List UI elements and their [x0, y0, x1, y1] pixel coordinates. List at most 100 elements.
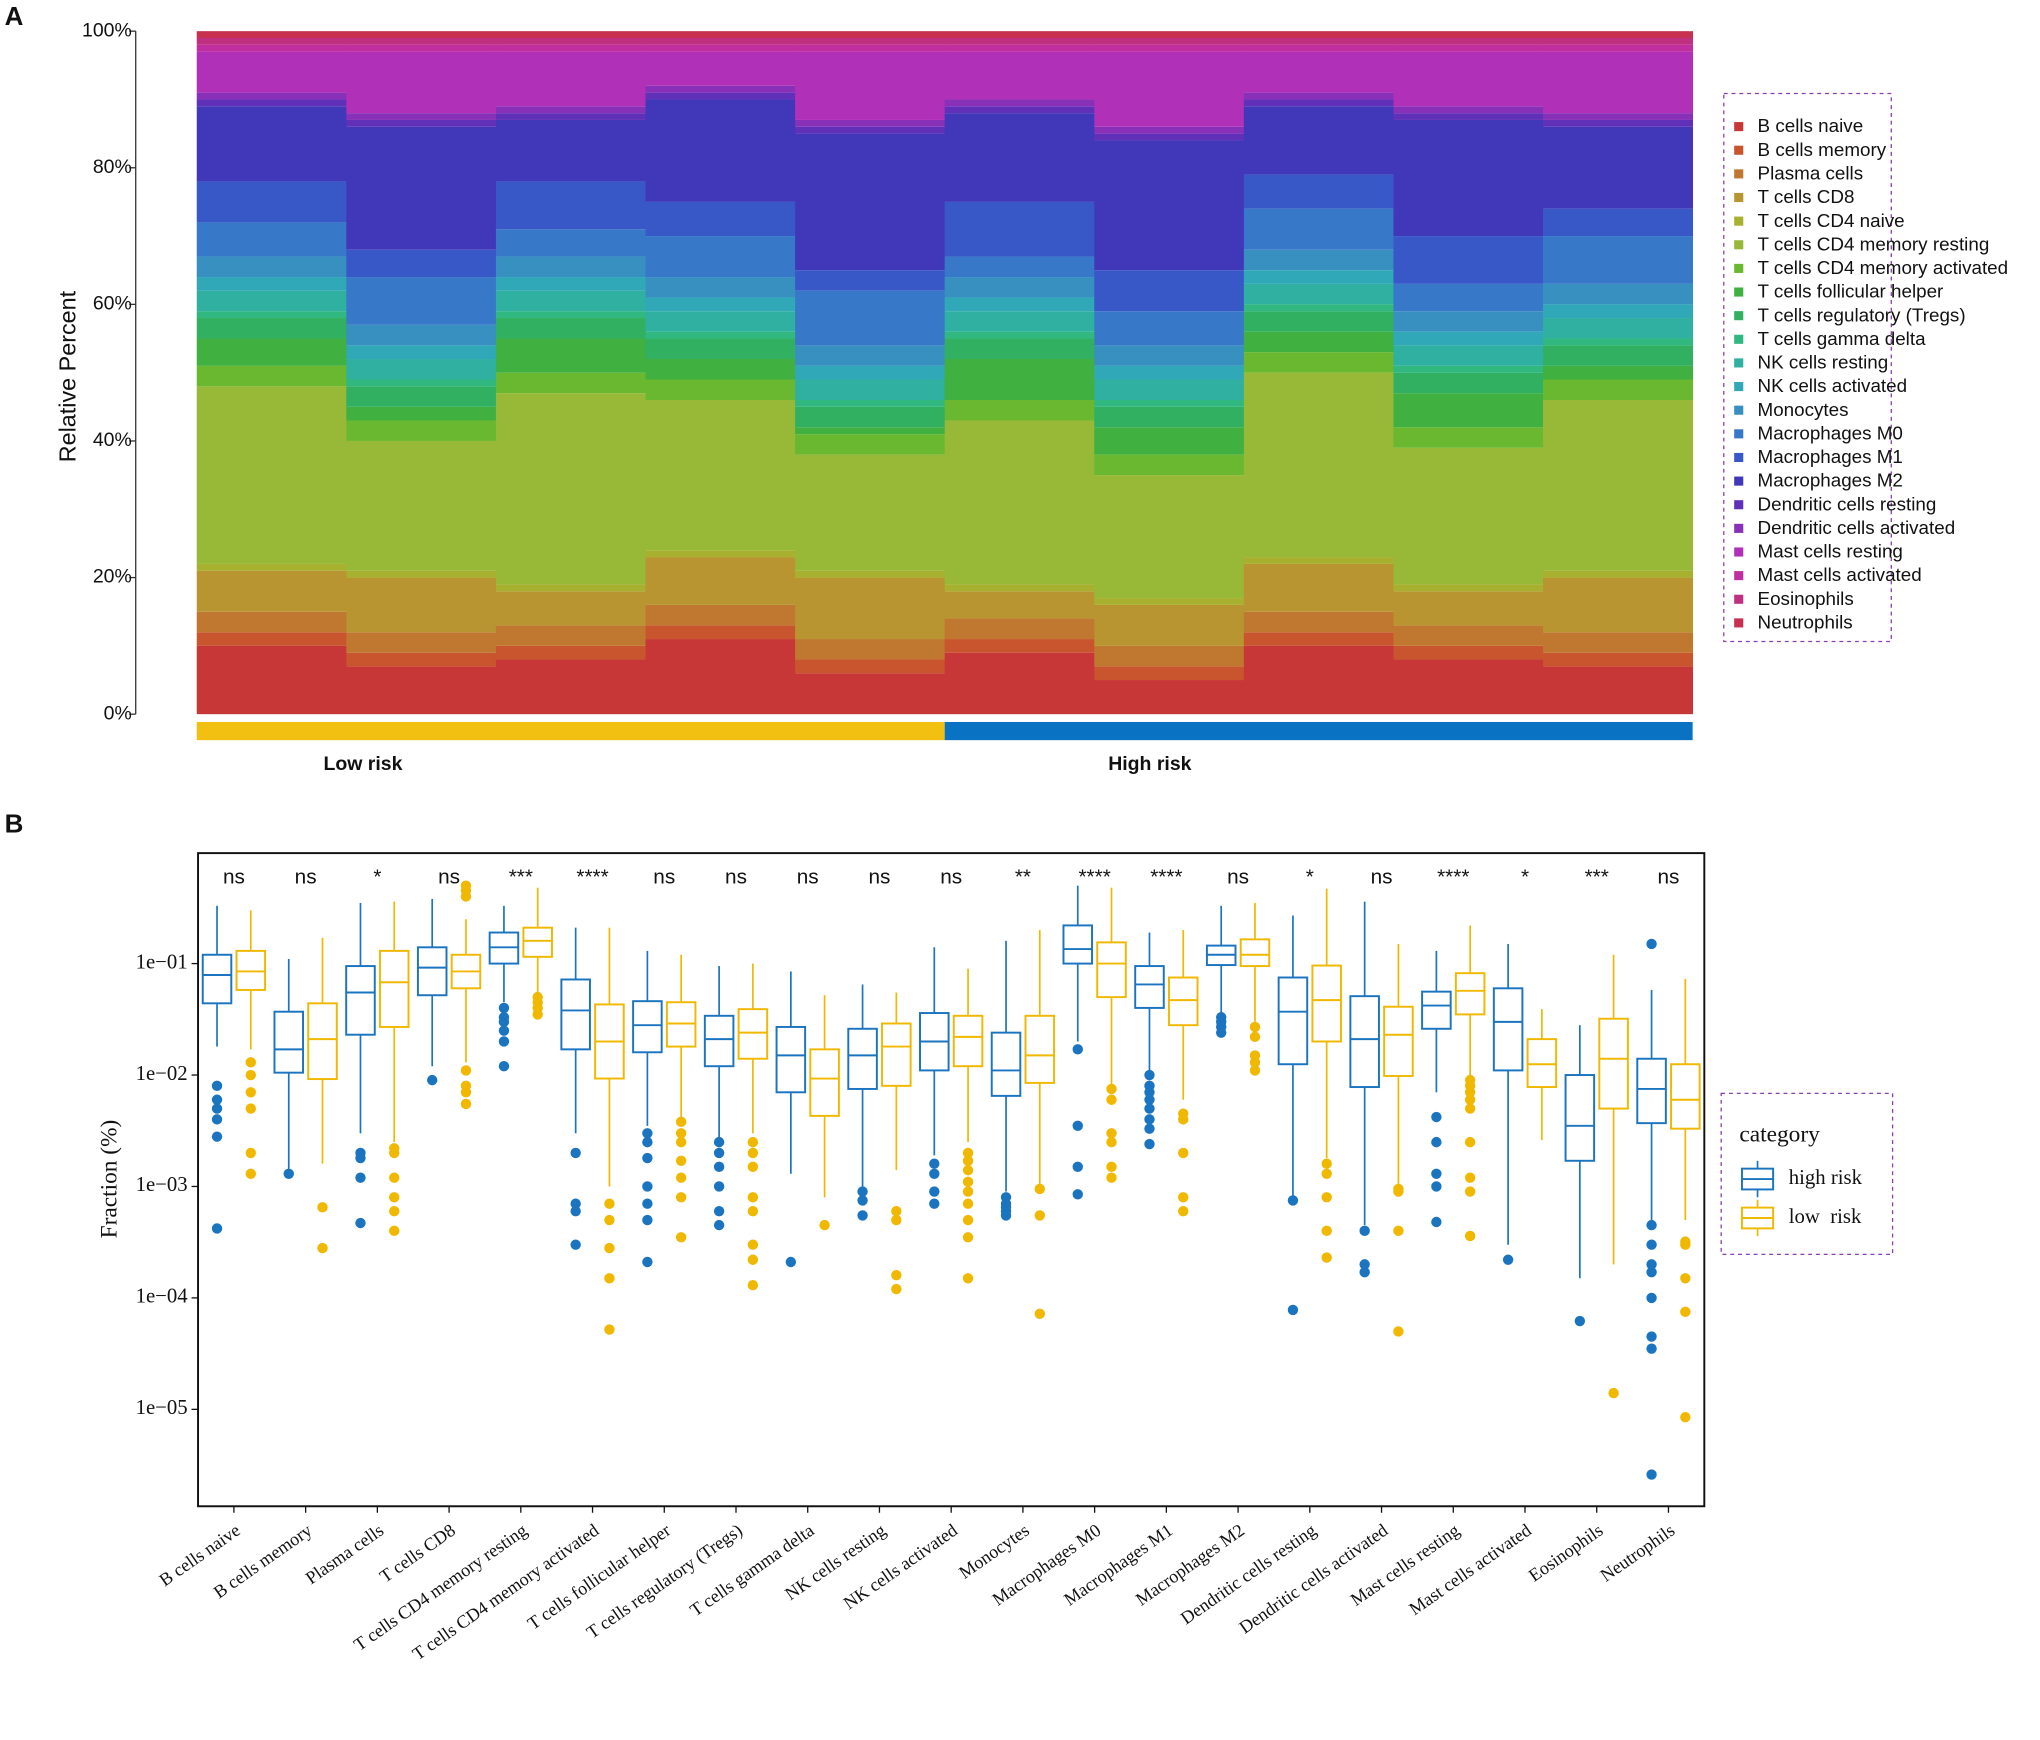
- outlier: [1072, 1189, 1083, 1200]
- bar-segment: [346, 386, 497, 407]
- x-tick-label: Neutrophils: [1597, 1520, 1679, 1586]
- legend-swatch: [1734, 405, 1744, 415]
- outlier: [1646, 1259, 1657, 1270]
- bar-segment: [1094, 454, 1245, 476]
- outlier: [1431, 1216, 1442, 1228]
- bar-segment: [1243, 99, 1394, 107]
- bar-segment: [1543, 338, 1694, 346]
- bar-segment: [1243, 92, 1394, 100]
- bar-segment: [1393, 113, 1544, 120]
- bar-segment: [795, 673, 946, 715]
- bar-segment: [1393, 365, 1544, 373]
- bar-segment: [495, 181, 646, 230]
- outlier: [747, 1205, 759, 1217]
- significance-label: ns: [1227, 865, 1249, 888]
- box: [416, 946, 448, 997]
- bar-segment: [196, 365, 347, 387]
- bar-segment: [1094, 51, 1245, 127]
- bar-segment: [795, 659, 946, 674]
- outlier: [929, 1168, 940, 1179]
- bar-segment: [1243, 304, 1394, 312]
- bar-segment: [1243, 331, 1394, 353]
- bar-segment: [1094, 604, 1245, 646]
- outlier: [891, 1214, 902, 1226]
- group-label: High risk: [1108, 753, 1191, 775]
- legend-label: Dendritic cells activated: [1758, 517, 1956, 538]
- box: [378, 949, 410, 1028]
- significance-label: ns: [223, 865, 245, 888]
- outlier: [675, 1128, 687, 1139]
- outlier: [1646, 938, 1657, 950]
- outlier: [570, 1198, 581, 1209]
- bar-segment: [944, 639, 1095, 653]
- outlier: [929, 1158, 940, 1169]
- outlier: [604, 1324, 615, 1335]
- outlier: [1646, 1331, 1657, 1342]
- outlier: [1106, 1094, 1117, 1105]
- bar-segment: [1393, 44, 1544, 52]
- legend-swatch: [1734, 547, 1744, 557]
- bar-segment: [1094, 345, 1245, 366]
- significance-label: ns: [295, 865, 317, 888]
- outlier: [642, 1152, 653, 1164]
- bar-segment: [944, 256, 1095, 278]
- bar-segment: [196, 31, 347, 38]
- box: [809, 1048, 840, 1117]
- bar-segment: [495, 625, 646, 646]
- outlier: [1646, 1292, 1657, 1304]
- y-tick-label: 1e−05: [136, 1396, 188, 1419]
- bar-segment: [645, 236, 796, 278]
- outlier: [713, 1136, 725, 1148]
- bar-segment: [346, 51, 497, 114]
- bar-segment: [1393, 236, 1544, 284]
- outlier: [1680, 1412, 1691, 1423]
- outlier: [675, 1192, 687, 1203]
- outlier: [460, 1098, 472, 1110]
- bar-segment: [645, 604, 796, 626]
- bar-segment: [1094, 44, 1245, 52]
- legend-swatch: [1734, 618, 1744, 628]
- box: [1421, 990, 1452, 1030]
- bar-segment: [495, 37, 646, 45]
- legend-swatch: [1734, 500, 1744, 510]
- box: [1598, 1017, 1629, 1110]
- bar-segment: [346, 277, 497, 325]
- outlier: [1431, 1111, 1442, 1123]
- bar-segment: [196, 338, 347, 366]
- outlier: [1321, 1192, 1332, 1203]
- significance-label: ns: [868, 865, 890, 888]
- outlier: [642, 1136, 653, 1148]
- bar-segment: [944, 618, 1095, 640]
- bar-segment: [1243, 37, 1394, 45]
- bar-segment: [944, 201, 1095, 257]
- outlier: [1321, 1168, 1332, 1179]
- outlier: [498, 1036, 510, 1047]
- bar-segment: [1243, 311, 1394, 332]
- outlier: [857, 1210, 868, 1221]
- box: [560, 978, 591, 1051]
- bar-segment: [944, 297, 1095, 312]
- box: [1134, 965, 1165, 1009]
- legend-label: NK cells resting: [1758, 352, 1889, 373]
- y-tick-label: 1e−04: [136, 1285, 189, 1308]
- bar-segment: [944, 277, 1095, 298]
- bar-segment: [196, 563, 347, 571]
- outlier: [747, 1161, 759, 1173]
- bar-segment: [1094, 406, 1245, 428]
- outlier: [211, 1094, 223, 1105]
- legend-swatch: [1734, 594, 1744, 604]
- box: [703, 1014, 735, 1068]
- legend-frame: [1723, 92, 1892, 643]
- outlier: [245, 1069, 256, 1081]
- outlier: [891, 1283, 902, 1295]
- bar-segment: [795, 270, 946, 291]
- bar-segment: [196, 318, 347, 339]
- legend-swatch: [1734, 452, 1744, 463]
- bar-segment: [495, 113, 646, 120]
- legend-label: Macrophages M0: [1758, 422, 1903, 443]
- outlier: [604, 1242, 615, 1254]
- bar-segment: [495, 659, 646, 715]
- box: [632, 1000, 663, 1054]
- bar-segment: [196, 106, 347, 182]
- bar-segment: [944, 44, 1095, 52]
